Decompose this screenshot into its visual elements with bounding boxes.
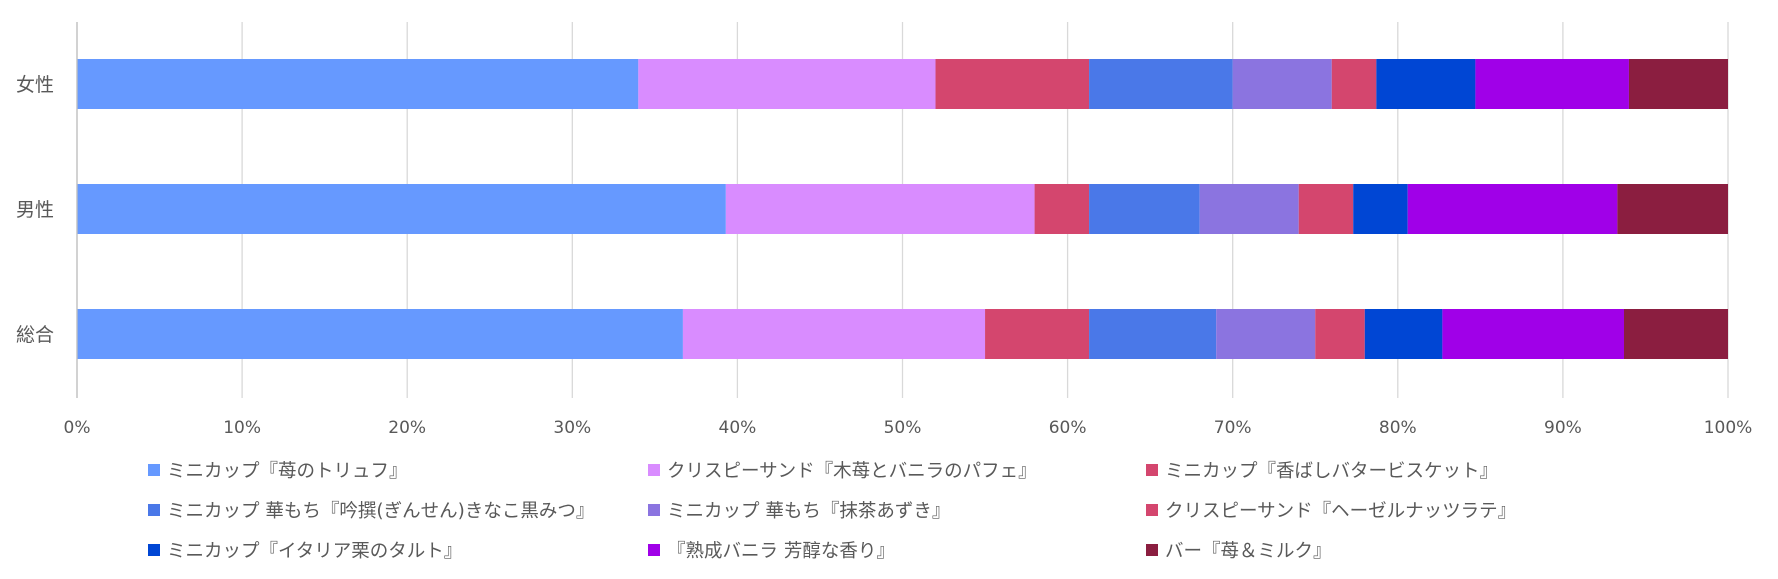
x-tick-label: 60%: [1049, 418, 1087, 438]
bar-segment: [1199, 184, 1299, 234]
x-tick-label: 30%: [553, 418, 591, 438]
x-tick-label: 0%: [64, 418, 91, 438]
bar-segment: [1089, 184, 1200, 234]
x-tick-label: 40%: [719, 418, 757, 438]
bar-segment: [1315, 309, 1365, 359]
bar-segment: [1364, 309, 1443, 359]
bar-segment: [1216, 309, 1316, 359]
bar-segment: [1407, 184, 1618, 234]
bar-segment: [1298, 184, 1354, 234]
bar-segment: [1617, 184, 1728, 234]
bar-segment: [1232, 59, 1332, 109]
bar-segment: [935, 59, 1090, 109]
bar-segment: [1442, 309, 1624, 359]
bar-segment: [77, 59, 639, 109]
bar-segment: [682, 309, 986, 359]
bar-segment: [1331, 59, 1377, 109]
bar-segment: [1628, 59, 1728, 109]
y-category-label: 男性: [16, 199, 54, 221]
bar-segment: [77, 309, 683, 359]
y-category-label: 総合: [16, 324, 54, 346]
bar-segment: [1034, 184, 1090, 234]
bar-segment: [1089, 309, 1217, 359]
y-category-label: 女性: [16, 74, 54, 96]
bar-segment: [985, 309, 1090, 359]
bar-segment: [1623, 309, 1728, 359]
x-tick-label: 20%: [388, 418, 426, 438]
x-tick-label: 80%: [1379, 418, 1417, 438]
x-tick-label: 100%: [1704, 418, 1753, 438]
bar-segment: [1376, 59, 1476, 109]
bar-segment: [77, 184, 726, 234]
x-tick-label: 50%: [884, 418, 922, 438]
x-tick-label: 10%: [223, 418, 261, 438]
bar-segment: [638, 59, 936, 109]
bar-segment: [1475, 59, 1629, 109]
x-tick-label: 90%: [1544, 418, 1582, 438]
bar-segment: [1089, 59, 1233, 109]
bar-segment: [1353, 184, 1408, 234]
x-tick-label: 70%: [1214, 418, 1252, 438]
bar-segment: [725, 184, 1035, 234]
